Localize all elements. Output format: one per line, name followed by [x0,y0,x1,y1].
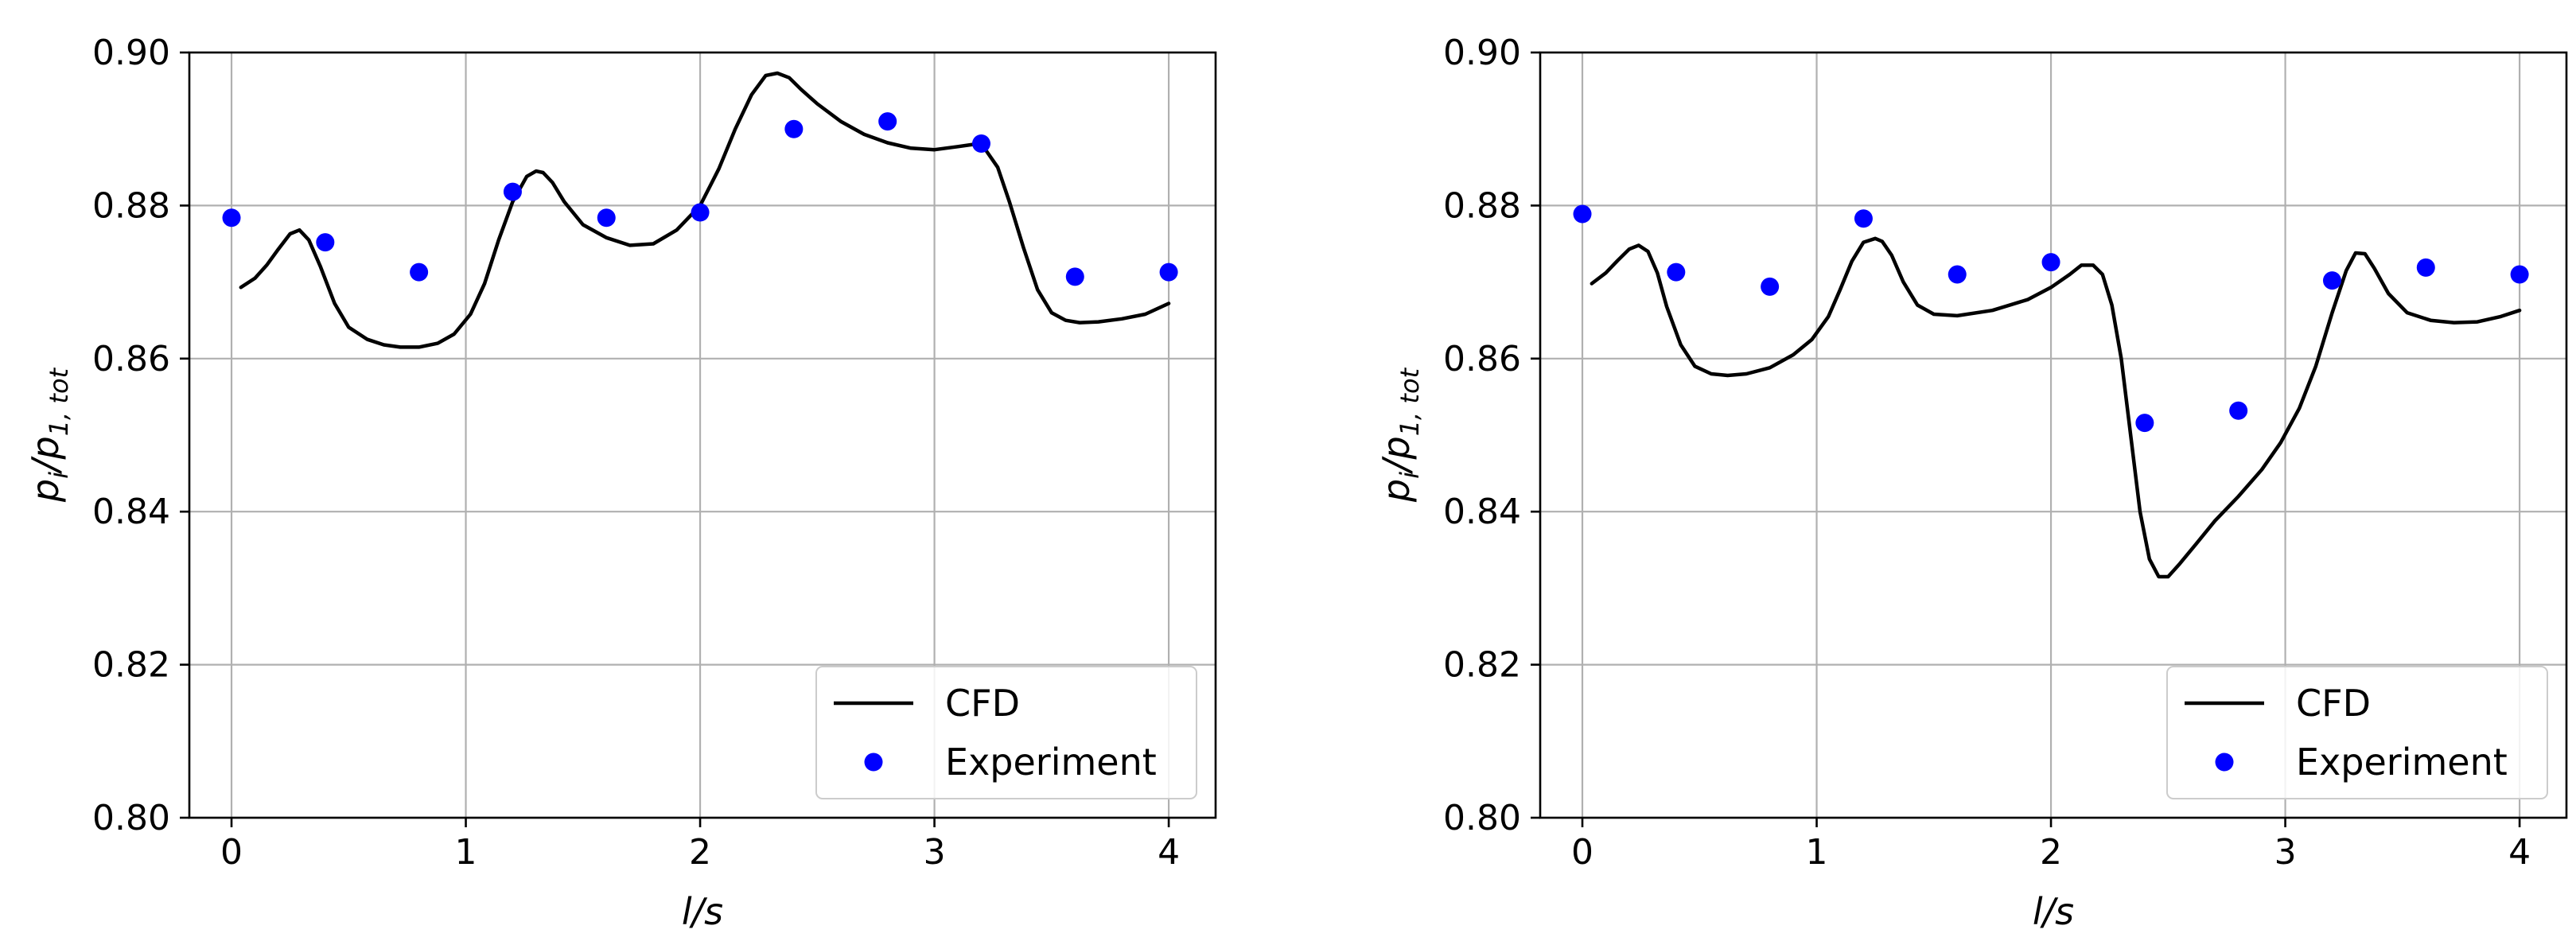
right-experiment-point-8 [2322,271,2341,290]
right-x-tick-label-1: 1 [1806,832,1828,873]
left-experiment-point-2 [410,262,429,282]
left-y-tick-label-3: 0.86 [92,339,170,379]
right-experiment-point-10 [2510,265,2529,284]
right-experiment-point-9 [2416,258,2435,277]
left-y-axis-label-part-4: 1, tot [44,367,74,436]
right-y-axis-label-part-3: p [1375,436,1418,460]
right-y-axis-label-part-4: 1, tot [1395,367,1425,436]
right-y-axis-label-part-0: p [1375,479,1418,503]
left-y-axis-label: pi/p1, tot [24,367,74,503]
right-x-tick-label-4: 4 [2508,832,2531,873]
left-experiment-point-8 [971,134,990,153]
left-x-tick-label-1: 1 [455,832,477,873]
left-experiment-point-1 [316,233,335,252]
left-chart-panel: 0 1 2 3 4 0.80 0.82 0.84 0.86 0.88 0.90 l/s pi/p1, t… [24,33,1217,933]
right-experiment-point-2 [1761,277,1780,296]
left-experiment-point-0 [222,208,241,228]
right-y-tick-label-2: 0.84 [1443,492,1521,532]
right-legend-experiment-label: Experiment [2296,741,2508,784]
left-legend-box [815,666,1197,799]
left-x-tick-label-2: 2 [689,832,711,873]
left-cfd-line [239,71,1171,349]
left-y-tick-label-2: 0.84 [92,492,170,532]
left-x-tick-label-0: 0 [220,832,243,873]
right-legend-cfd-label: CFD [2296,682,2371,725]
left-experiment-point-4 [597,208,616,228]
right-experiment-point-4 [1948,265,1967,284]
left-x-tick-label-3: 3 [924,832,946,873]
left-experiment-point-10 [1159,262,1178,282]
right-y-tick-label-0: 0.80 [1443,798,1521,838]
left-y-axis-label-part-3: p [24,436,67,460]
left-legend-cfd-label: CFD [945,682,1020,725]
right-experiment-point-1 [1667,262,1686,282]
right-x-tick-label-3: 3 [2274,832,2297,873]
right-experiment-point-5 [2041,253,2060,272]
right-chart-panel: 0 1 2 3 4 0.80 0.82 0.84 0.86 0.88 0.90 l/s pi/p1, t… [1375,33,2568,933]
right-y-tick-label-4: 0.88 [1443,185,1521,226]
left-y-axis-label-part-1: i [44,472,74,479]
left-axes-frame [188,51,1217,819]
right-legend-box [2166,666,2548,799]
left-y-axis-label-part-0: p [24,479,67,503]
right-experiment-point-7 [2229,401,2248,420]
left-legend-experiment-label: Experiment [945,741,1157,784]
left-experiment-point-6 [784,119,804,138]
right-legend-experiment-swatch [2215,752,2234,772]
right-axes-frame [1539,51,2568,819]
right-y-axis-label-part-1: i [1395,472,1425,479]
left-legend: CFD Experiment [815,666,1197,799]
right-x-axis-label: l/s [2033,890,2074,933]
left-x-tick-label-4: 4 [1158,832,1180,873]
right-y-tick-label-5: 0.90 [1443,33,1521,73]
right-y-axis-label: pi/p1, tot [1375,367,1425,503]
right-x-tick-label-2: 2 [2040,832,2062,873]
left-y-tick-label-5: 0.90 [92,33,170,73]
left-legend-experiment-swatch [864,752,883,772]
left-y-tick-label-0: 0.80 [92,798,170,838]
right-experiment-point-6 [2135,414,2154,433]
left-experiment-point-9 [1065,267,1084,286]
right-y-tick-label-1: 0.82 [1443,645,1521,686]
right-experiment-point-3 [1854,209,1873,228]
left-x-axis-label: l/s [682,890,723,933]
left-experiment-point-3 [503,182,522,201]
left-experiment-point-7 [878,112,897,131]
right-cfd-line [1590,236,2522,579]
left-y-tick-label-4: 0.88 [92,185,170,226]
right-y-tick-label-3: 0.86 [1443,339,1521,379]
right-legend: CFD Experiment [2166,666,2548,799]
right-x-tick-label-0: 0 [1571,832,1593,873]
left-y-tick-label-1: 0.82 [92,645,170,686]
right-experiment-point-0 [1573,204,1592,224]
left-experiment-point-5 [691,203,710,222]
